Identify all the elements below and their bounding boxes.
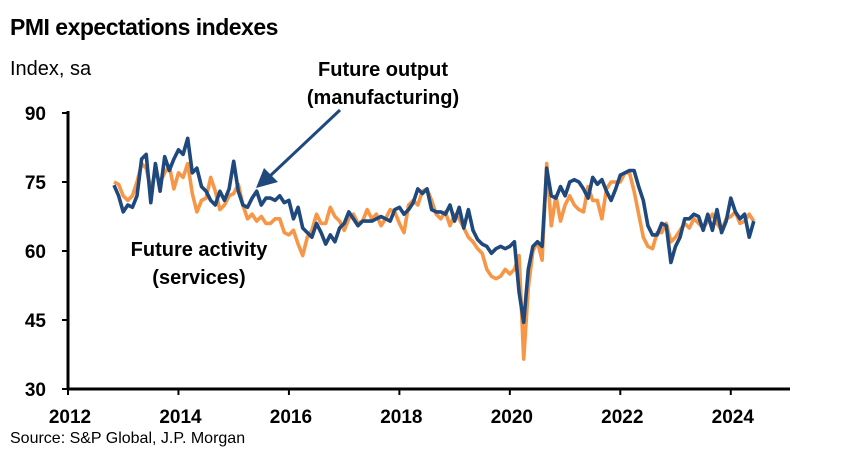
annotation-manufacturing-line1: Future output (318, 59, 448, 81)
series-line-manufacturing (112, 136, 756, 325)
annotation-services-line1: Future activity (131, 239, 269, 261)
x-tick-label: 2024 (712, 407, 755, 428)
source-note: Source: S&P Global, J.P. Morgan (10, 430, 246, 447)
x-tick-label: 2020 (491, 407, 533, 428)
annotations: Future output (manufacturing) Future act… (131, 59, 459, 289)
y-tick-label: 90 (25, 104, 46, 125)
y-axis-unit-label: Index, sa (10, 58, 92, 80)
chart-title: PMI expectations indexes (10, 14, 278, 40)
y-tick-label: 45 (25, 311, 47, 332)
y-tick-label: 30 (25, 380, 46, 401)
x-tick-label: 2018 (380, 407, 422, 428)
series-layer (112, 136, 756, 361)
series-line-services (113, 161, 756, 361)
y-tick-label: 75 (25, 173, 47, 194)
x-tick-label: 2014 (159, 407, 202, 428)
annotation-services-line2: (services) (152, 267, 245, 289)
y-tick-label: 60 (25, 242, 46, 263)
x-tick-label: 2022 (601, 407, 643, 428)
x-tick-label: 2016 (270, 407, 312, 428)
annotation-manufacturing-line2: (manufacturing) (307, 87, 459, 109)
x-tick-label: 2012 (49, 407, 91, 428)
annotation-arrow (256, 108, 342, 188)
axes: 30 45 60 75 90 2012 2014 2016 2018 2020 2022 2024 (25, 104, 790, 428)
